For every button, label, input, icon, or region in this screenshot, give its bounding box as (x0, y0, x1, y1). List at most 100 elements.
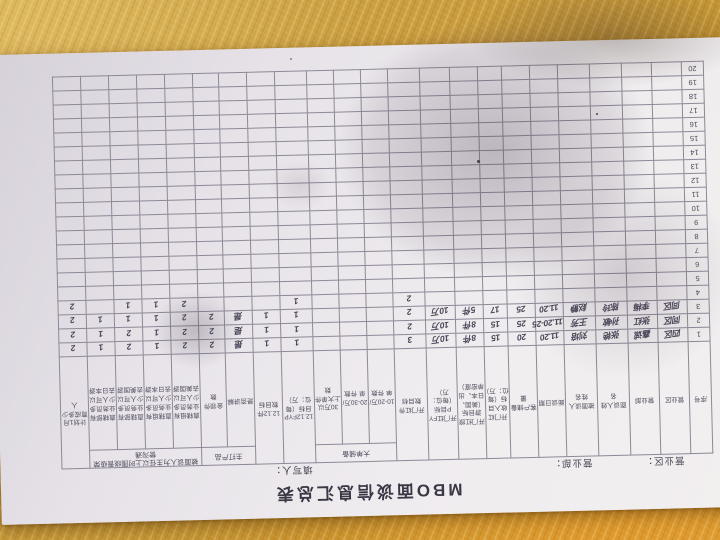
cell-deptjp (81, 117, 110, 133)
handwritten-value: 10万 (431, 319, 450, 332)
cell-big20 (334, 97, 362, 112)
cell-decpieces (251, 281, 280, 296)
cell-big10 (361, 110, 389, 126)
cell-interviewee (561, 217, 594, 233)
cell-big10 (364, 250, 393, 266)
cell-grpus (166, 157, 195, 172)
cell-decpieces (250, 253, 280, 268)
cell-date (529, 64, 558, 80)
cell-grpjp (139, 213, 169, 229)
cell-income (481, 247, 507, 263)
cell-decpieces (247, 127, 277, 142)
cell-explain (223, 267, 252, 283)
cell-deptjp (85, 271, 114, 286)
cell-date (531, 162, 561, 178)
cell-travel: 5件 (455, 304, 484, 319)
cell-fyp (420, 122, 452, 138)
cell-reserve (501, 79, 530, 94)
cell-plan (54, 173, 84, 189)
cell-jlpieces (192, 86, 220, 102)
cell-plan: 2 (58, 341, 88, 357)
col-header-travel: 开门红旅游目标（美国、日本、出单密度） (456, 346, 487, 460)
cell-branch (626, 258, 657, 273)
cell-explain (220, 169, 250, 185)
cell-deptus (109, 102, 138, 118)
row-number: 2 (687, 312, 710, 328)
handwritten-value: 17 (490, 304, 501, 316)
cell-deptjp (82, 159, 111, 174)
cell-big20 (337, 237, 365, 252)
cell-decpieces (250, 239, 279, 254)
cell-date (529, 92, 559, 108)
cell-travel (454, 290, 484, 305)
cell-income (478, 107, 503, 123)
cell-grpjp (139, 199, 168, 215)
cell-fyp (421, 136, 452, 152)
cell-big20 (339, 335, 368, 350)
cell-interviewee (562, 259, 595, 275)
cell-branch (626, 272, 657, 287)
branch-label: 营业部： (550, 456, 593, 469)
cell-pieces: 2 (393, 319, 426, 335)
col-header-deptjp: 直辖部有业务员多少人可以去日本游 (87, 355, 118, 450)
cell-deptus: 2 (114, 326, 143, 342)
handwritten-value: 1 (293, 296, 299, 307)
cell-explain (221, 211, 251, 227)
cell-date (532, 204, 562, 220)
cell-pieces: 3 (393, 333, 427, 349)
cell-decpieces (249, 197, 278, 212)
cell-jlpieces (195, 198, 222, 214)
cell-plan (53, 104, 82, 119)
cell-big10 (365, 278, 393, 294)
cell-interviewee (559, 147, 592, 163)
cell-big30 (311, 279, 339, 295)
cell-big10 (361, 124, 390, 140)
cell-big20 (338, 279, 366, 294)
cell-region (656, 271, 687, 286)
handwritten-value: 2 (69, 315, 76, 326)
cell-jlpieces (194, 156, 221, 172)
cell-deptus (112, 256, 142, 272)
handwritten-value: 赵静 (570, 301, 588, 315)
col-header-fyp: 开门红FYP目标（每位：万） (426, 346, 459, 460)
cell-decfyp: 1 (280, 308, 313, 324)
cell-decpieces: 1 (252, 309, 281, 324)
cell-fyp (423, 248, 455, 264)
cell-decfyp (276, 140, 309, 156)
cell-explain (221, 197, 250, 213)
cell-fyp (423, 220, 454, 236)
cell-plan: 2 (58, 313, 87, 329)
cell-income (479, 149, 504, 165)
handwritten-value: 2 (406, 306, 413, 318)
cell-jlpieces (197, 268, 224, 284)
cell-date (534, 288, 564, 303)
cell-big20 (333, 83, 362, 98)
cell-big30 (307, 125, 336, 141)
cell-interviewer (592, 188, 625, 204)
cell-grpus: 2 (170, 311, 199, 326)
cell-date (531, 148, 560, 164)
cell-big30 (306, 97, 335, 113)
handwritten-value: 1 (153, 327, 160, 338)
sheet-content-rotated-180: MBO面谈信息汇总表 营业区： 营业部： 填写人： 序号 营业区 营业部 面谈人姓名被… (0, 37, 720, 525)
cell-reserve (505, 219, 534, 234)
col-header-reserve: 客户储备量 (508, 344, 539, 458)
cell-big30 (312, 321, 340, 337)
cell-region (653, 159, 684, 175)
cell-grpus (167, 199, 196, 214)
group-header-big: 大单储备 (315, 442, 397, 463)
cell-income (479, 163, 505, 179)
cell-reserve: 25 (507, 302, 536, 318)
cell-grpjp: 1 (142, 325, 171, 341)
cell-pieces: 2 (393, 305, 426, 321)
cell-grpjp (139, 185, 168, 201)
handwritten-value: 四区 (663, 327, 682, 340)
cell-decpieces (248, 141, 277, 156)
cell-jlpieces (195, 184, 222, 200)
cell-plan (57, 285, 86, 301)
handwritten-value: 2 (208, 339, 215, 351)
cell-grpus: 2 (170, 339, 200, 354)
cell-reserve (505, 232, 534, 248)
cell-travel (450, 122, 479, 137)
